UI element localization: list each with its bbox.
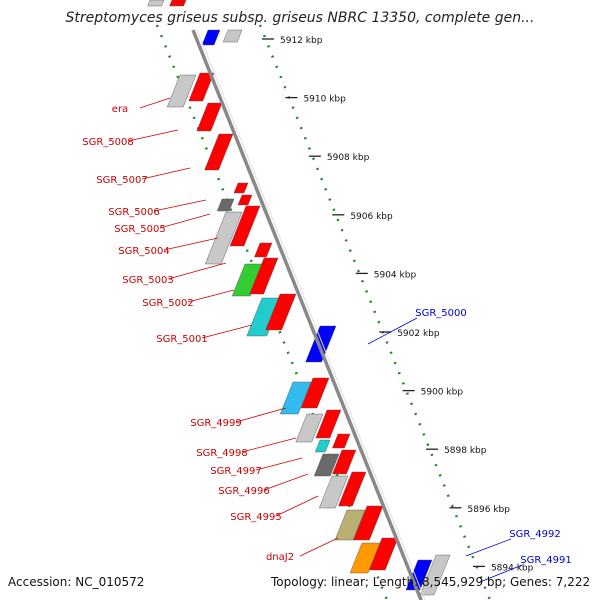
gene-labels: era SGR_5008 SGR_5007 SGR_5006 SGR_5005 SGR_5… <box>82 97 572 583</box>
gene-leader-SGR_5000 <box>367 317 418 345</box>
gene-feature-27[interactable] <box>318 475 349 509</box>
gene-feature-30[interactable] <box>353 505 384 541</box>
gene-label-SGR_5006[interactable]: SGR_5006 <box>108 207 160 218</box>
gene-label-SGR_5002[interactable]: SGR_5002 <box>142 298 194 309</box>
gene-label-SGR_5004[interactable]: SGR_5004 <box>118 246 170 257</box>
gene-leader-dnaJ2 <box>299 537 339 557</box>
gene-feature-19[interactable] <box>279 381 312 415</box>
tick-label-3: 5906 kbp <box>350 212 393 222</box>
gene-feature-3[interactable] <box>222 29 243 43</box>
gene-leader-SGR_5006 <box>153 199 207 212</box>
backbone-highlight <box>196 29 426 600</box>
gene-leader-SGR_5003 <box>167 262 227 280</box>
backbone-line <box>191 29 423 600</box>
gene-leader-SGR_4997 <box>255 457 303 471</box>
gene-label-SGR_4997[interactable]: SGR_4997 <box>210 466 262 477</box>
gene-feature-22[interactable] <box>315 409 342 439</box>
gene-label-SGR_5001[interactable]: SGR_5001 <box>156 334 208 345</box>
gene-feature-11[interactable] <box>204 211 243 265</box>
tick-label-1: 5910 kbp <box>303 95 346 105</box>
gene-feature-25[interactable] <box>313 453 340 477</box>
tick-label-8: 5896 kbp <box>468 505 511 515</box>
gene-label-SGR_5008[interactable]: SGR_5008 <box>82 137 134 148</box>
accession-text: Accession: NC_010572 <box>8 575 145 589</box>
gene-label-SGR_5000[interactable]: SGR_5000 <box>415 308 467 319</box>
gene-leader-SGR_4996 <box>263 473 309 491</box>
gene-feature-1[interactable] <box>169 0 187 7</box>
gene-label-SGR_4996[interactable]: SGR_4996 <box>218 486 270 497</box>
gene-feature-8[interactable] <box>233 182 249 194</box>
tick-label-4: 5904 kbp <box>374 270 417 280</box>
gene-label-SGR_4991[interactable]: SGR_4991 <box>520 555 572 566</box>
gene-leader-SGR_4995 <box>275 495 319 517</box>
gene-leader-SGR_4992 <box>465 538 512 557</box>
gene-feature-28[interactable] <box>338 471 367 507</box>
gene-feature-34[interactable] <box>419 554 451 596</box>
gene-feature-6[interactable] <box>196 102 223 132</box>
gene-feature-13[interactable] <box>254 242 273 258</box>
gene-leader-SGR_5001 <box>201 324 253 339</box>
gene-feature-20[interactable] <box>300 377 330 409</box>
scale-ticks: 5912 kbp 5910 kbp 5908 kbp 5906 kbp 5904 kbp… <box>262 36 534 573</box>
gene-feature-26[interactable] <box>332 449 357 475</box>
gene-feature-21[interactable] <box>295 413 324 443</box>
gene-feature-4[interactable] <box>166 74 197 108</box>
gene-feature-24[interactable] <box>332 433 351 449</box>
gene-feature-12[interactable] <box>229 205 261 247</box>
feature-layer <box>147 0 451 596</box>
gene-leader-SGR_5007 <box>141 167 191 180</box>
gene-leader-SGR_5002 <box>187 289 235 303</box>
tick-label-2: 5908 kbp <box>327 153 370 163</box>
tick-label-5: 5902 kbp <box>397 329 440 339</box>
tick-label-7: 5898 kbp <box>444 446 487 456</box>
gene-feature-9[interactable] <box>237 194 253 206</box>
gene-leader-era <box>139 97 171 109</box>
gene-label-SGR_5007[interactable]: SGR_5007 <box>96 175 148 186</box>
genome-title: Streptomyces griseus subsp. griseus NBRC… <box>65 10 535 26</box>
tick-label-9: 5894 kbp <box>491 563 534 573</box>
gene-label-SGR_4998[interactable]: SGR_4998 <box>196 448 248 459</box>
gene-leader-SGR_4999 <box>235 407 287 423</box>
tick-label-6: 5900 kbp <box>421 388 464 398</box>
gene-label-SGR_5003[interactable]: SGR_5003 <box>122 275 174 286</box>
gene-leader-SGR_5008 <box>127 129 179 142</box>
gene-feature-29[interactable] <box>334 509 366 541</box>
gene-leader-SGR_4998 <box>241 437 297 453</box>
gene-feature-15[interactable] <box>249 257 279 295</box>
gene-leader-SGR_5005 <box>159 213 211 229</box>
gene-feature-23[interactable] <box>314 439 331 453</box>
gene-label-SGR_4992[interactable]: SGR_4992 <box>509 529 561 540</box>
gene-leader-SGR_4991 <box>479 564 523 583</box>
gene-feature-7[interactable] <box>204 133 234 171</box>
backbone <box>191 29 426 600</box>
gene-feature-18[interactable] <box>305 325 337 363</box>
gene-feature-0[interactable] <box>147 0 165 7</box>
gene-leader-SGR_5004 <box>163 237 219 251</box>
gene-label-SGR_5005[interactable]: SGR_5005 <box>114 224 166 235</box>
gene-label-dnaJ2[interactable]: dnaJ2 <box>266 552 294 563</box>
gene-feature-10[interactable] <box>216 198 235 212</box>
gene-label-era[interactable]: era <box>112 104 128 115</box>
gene-label-SGR_4999[interactable]: SGR_4999 <box>190 418 242 429</box>
tick-label-0: 5912 kbp <box>280 36 323 46</box>
gene-feature-32[interactable] <box>368 537 399 571</box>
gene-label-SGR_4995[interactable]: SGR_4995 <box>230 512 282 523</box>
gene-feature-5[interactable] <box>188 72 215 102</box>
gene-feature-17[interactable] <box>265 293 297 331</box>
genome-summary: Topology: linear; Length: 8,545,929 bp; … <box>271 575 591 589</box>
gene-feature-2[interactable] <box>201 29 221 46</box>
